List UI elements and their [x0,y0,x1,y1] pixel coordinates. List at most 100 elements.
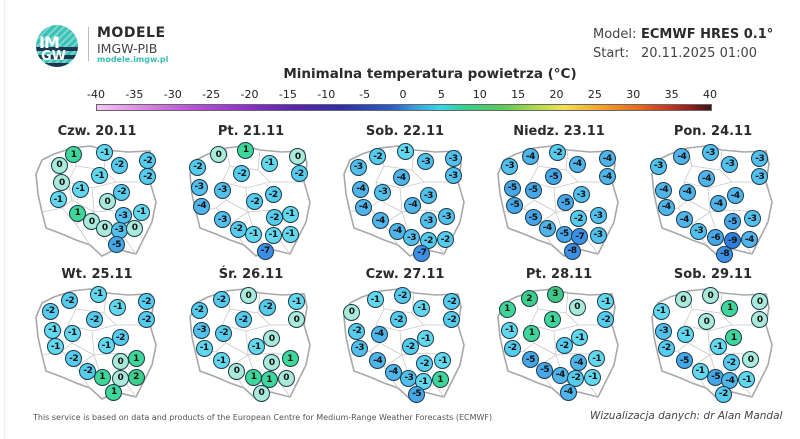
temperature-marker: -1 [434,352,452,370]
visualization-credit: Wizualizacja danych: dr Alan Mandal [590,410,783,422]
temperature-marker: -4 [740,231,758,249]
temperature-marker: -5 [724,213,741,231]
temperature-marker: -3 [572,186,590,203]
temperature-marker: 1 [725,329,743,346]
model-value: ECMWF HRES 0.1° [641,27,774,42]
map-panel: Czw. 20.11 1 -1 -2 -2 0 -2 -1 0 -1 -2 0 -1 1 -3 -1 0 0 -3 0… [22,124,172,264]
temperature-marker: -2 [722,354,740,372]
temperature-marker: 2 [520,290,538,308]
temperature-marker: -3 [751,168,769,186]
temperature-marker: -7 [256,242,274,260]
map-date: Wt. 25.11 [61,267,133,282]
temperature-marker: -4 [568,155,586,173]
temperature-marker: -4 [352,180,370,198]
temperature-marker: -4 [369,352,387,370]
temperature-marker: -3 [193,321,211,339]
temperature-marker: -3 [649,157,667,175]
temperature-marker: -2 [443,293,461,311]
colorbar-tick: -40 [87,88,105,101]
temperature-marker: -2 [137,293,155,311]
temperature-marker: -2 [234,311,252,329]
map-panel: Pt. 21.11 0 1 -1 0 -2 -2 -2 -3 -3 -2 -2 -4 -3 -2 -1 -2 -1… [176,124,326,264]
temperature-marker: 0 [111,353,129,371]
start-value: 20.11.2025 01:00 [641,46,758,61]
temperature-marker: 1 [498,300,516,318]
temperature-marker: 1 [237,141,255,159]
temperature-marker: -1 [46,338,64,356]
temperature-marker: 0 [277,369,295,387]
temperature-marker: -1 [709,338,727,356]
temperature-marker: -2 [110,156,128,174]
temperature-marker: 0 [674,291,692,309]
temperature-marker: 1 [523,324,541,342]
page-border [4,0,5,439]
colorbar-tick: 25 [587,88,602,101]
temperature-marker: -2 [549,144,567,161]
temperature-marker: 0 [751,293,769,311]
temperature-marker: -5 [506,196,524,214]
temperature-marker: -2 [189,158,207,176]
temperature-marker: -6 [707,229,725,247]
temperature-marker: -2 [229,220,247,238]
temperature-marker: 0 [239,287,257,304]
temperature-marker: -3 [417,153,435,171]
temperature-marker: -5 [521,351,539,369]
colorbar-tick: 0 [399,88,407,101]
temperature-marker: -3 [213,181,231,199]
temperature-marker: -4 [675,211,693,229]
map-date: Niedz. 23.11 [513,124,605,139]
temperature-marker: 0 [50,156,68,174]
temperature-marker: -4 [392,169,410,187]
temperature-marker: -2 [597,311,615,329]
colorbar-tick: 30 [626,88,641,101]
colorbar-tick: 10 [472,88,487,101]
temperature-marker: -2 [348,322,366,340]
temperature-marker: -4 [354,198,372,216]
temperature-marker: -3 [438,208,456,226]
temperature-marker: -1 [691,362,709,380]
model-info: Model: ECMWF HRES 0.1° Start: 20.11.2025… [593,25,773,63]
colorbar [96,104,712,111]
temperature-marker: -2 [85,311,103,329]
temperature-marker: -2 [570,210,587,228]
temperature-marker: -4 [698,170,715,188]
temperature-marker: -5 [536,361,554,379]
logo-band [36,55,78,59]
temperature-marker: 1 [281,350,299,367]
data-source-note: This service is based on data and produc… [33,413,493,422]
temperature-marker: 1 [260,371,278,388]
model-row: Model: ECMWF HRES 0.1° [593,25,773,44]
temperature-marker: -4 [551,366,569,384]
temperature-marker: -5 [503,179,521,197]
temperature-marker: 0 [98,193,116,211]
temperature-marker: -2 [111,329,129,346]
temperature-marker: -4 [598,168,616,186]
map-date: Pt. 28.11 [525,267,593,282]
colorbar-tick: -5 [359,88,371,101]
temperature-marker: -3 [444,167,462,185]
temperature-marker: -1 [571,329,589,346]
temperature-marker: 0 [698,313,715,331]
temperature-marker: -1 [96,144,114,161]
map-panel: Śr. 26.11 -2 0 -2 -1 -2 0 -2 -3 -2 0 -1 -1 -1 0 1 0 1 1 0 0 [176,267,326,407]
temperature-marker: -3 [374,183,392,201]
temperature-marker: -4 [657,198,675,216]
temperature-marker: -8 [563,242,581,260]
temperature-marker: -4 [673,148,691,166]
brand-url[interactable]: modele.imgw.pl [97,55,169,64]
temperature-marker: -2 [139,168,157,186]
temperature-marker: 0 [288,311,305,329]
temperature-marker: -1 [413,299,431,317]
temperature-marker: -2 [113,183,131,201]
temperature-marker: -2 [233,165,251,182]
colorbar-tick: 40 [703,88,717,101]
temperature-marker: -1 [260,154,278,172]
temperature-marker: -1 [245,225,263,243]
temperature-marker: -1 [281,225,299,243]
temperature-marker: -2 [212,291,230,309]
colorbar-tick: -30 [163,88,182,101]
colorbar-tick: -10 [317,88,336,101]
map-panel: Wt. 25.11 -2 -1 -1 -2 -2 -2 -2 -1 -1 -2 -1 -1 -2 0 1 -2 1… [22,267,172,407]
brand-title: MODELE [97,25,166,41]
temperature-marker: -2 [393,287,411,304]
